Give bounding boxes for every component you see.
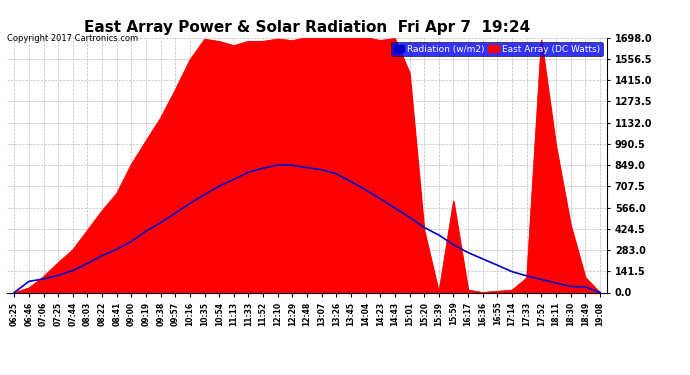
Legend: Radiation (w/m2), East Array (DC Watts): Radiation (w/m2), East Array (DC Watts): [391, 42, 602, 56]
Title: East Array Power & Solar Radiation  Fri Apr 7  19:24: East Array Power & Solar Radiation Fri A…: [84, 20, 530, 35]
Text: Copyright 2017 Cartronics.com: Copyright 2017 Cartronics.com: [7, 34, 138, 43]
